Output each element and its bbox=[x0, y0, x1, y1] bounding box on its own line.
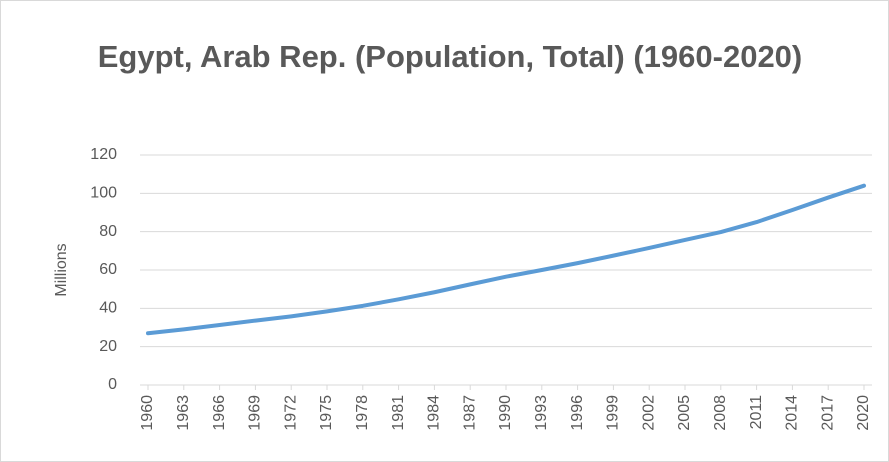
x-tick-label: 1996 bbox=[569, 395, 586, 431]
x-tick-label: 1978 bbox=[354, 395, 371, 431]
x-tick-label: 1999 bbox=[605, 395, 622, 431]
data-line bbox=[146, 183, 866, 336]
x-tick-label: 1960 bbox=[139, 395, 156, 431]
x-tick-label: 2008 bbox=[712, 395, 729, 431]
x-tick-label: 1981 bbox=[390, 395, 407, 431]
y-tick-label: 40 bbox=[99, 300, 117, 317]
x-tick-label: 2020 bbox=[855, 395, 872, 431]
y-axis-label: Millions bbox=[53, 243, 70, 296]
y-tick-label: 120 bbox=[90, 146, 117, 163]
x-tick-label: 2011 bbox=[748, 395, 765, 430]
x-tick-label: 1969 bbox=[247, 395, 264, 431]
x-tick-label: 1966 bbox=[211, 395, 228, 431]
x-tick-label: 1975 bbox=[318, 395, 335, 431]
x-tick-label: 1984 bbox=[426, 395, 443, 431]
x-tick-label: 2002 bbox=[640, 395, 657, 431]
x-tick-label: 2005 bbox=[676, 395, 693, 431]
y-tick-label: 60 bbox=[99, 261, 117, 278]
x-tick-label: 1993 bbox=[533, 395, 550, 431]
x-tick-label: 1990 bbox=[497, 395, 514, 431]
y-tick-label: 80 bbox=[99, 223, 117, 240]
x-tick-label: 1972 bbox=[282, 395, 299, 431]
chart-title: Egypt, Arab Rep. (Population, Total) (19… bbox=[97, 39, 803, 74]
x-tick-label: 2014 bbox=[784, 395, 801, 431]
x-tick-label: 1987 bbox=[461, 395, 478, 431]
y-tick-label: 0 bbox=[108, 376, 117, 393]
x-tick-label: 1963 bbox=[175, 395, 192, 431]
y-tick-label: 20 bbox=[99, 338, 117, 355]
y-tick-label: 100 bbox=[90, 185, 117, 202]
x-tick-label: 2017 bbox=[819, 395, 836, 431]
